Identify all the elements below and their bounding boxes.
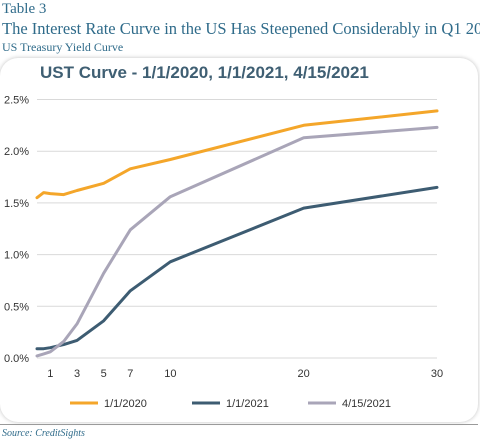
y-axis-ticks: 0.0% 0.5% 1.0% 1.5% 2.0% 2.5% (4, 95, 29, 366)
chart-panel (0, 58, 478, 422)
chart-title: UST Curve - 1/1/2020, 1/1/2021, 4/15/202… (40, 63, 369, 82)
legend-label: 4/15/2021 (342, 398, 391, 410)
x-tick-label: 3 (74, 368, 80, 380)
series-line (35, 185, 439, 351)
y-tick-label: 1.0% (4, 250, 29, 262)
series-lines (35, 109, 439, 358)
y-tick-label: 0.5% (4, 301, 29, 313)
series-line (35, 125, 439, 358)
y-tick-label: 2.0% (4, 146, 29, 158)
grid-lines (37, 99, 437, 359)
x-tick-label: 20 (298, 368, 310, 380)
figure-title: The Interest Rate Curve in the US Has St… (2, 19, 480, 38)
yield-curve-chart: UST Curve - 1/1/2020, 1/1/2021, 4/15/202… (4, 63, 443, 410)
y-tick-label: 2.5% (4, 95, 29, 107)
x-axis-ticks: 1 3 5 7 10 20 30 (47, 368, 443, 380)
y-tick-label: 1.5% (4, 198, 29, 210)
x-tick-label: 5 (101, 368, 107, 380)
source-note: Source: CreditSights (2, 428, 85, 439)
figure-subtitle: US Treasury Yield Curve (2, 40, 124, 54)
legend-label: 1/1/2020 (104, 398, 147, 410)
x-tick-label: 7 (127, 368, 133, 380)
x-tick-label: 1 (47, 368, 53, 380)
y-tick-label: 0.0% (4, 353, 29, 365)
table-label: Table 3 (2, 1, 47, 17)
x-tick-label: 10 (164, 368, 176, 380)
series-line (35, 109, 439, 200)
footer-divider (0, 424, 478, 425)
legend: 1/1/2020 1/1/2021 4/15/2021 (70, 398, 391, 410)
legend-label: 1/1/2021 (226, 398, 269, 410)
x-tick-label: 30 (431, 368, 443, 380)
